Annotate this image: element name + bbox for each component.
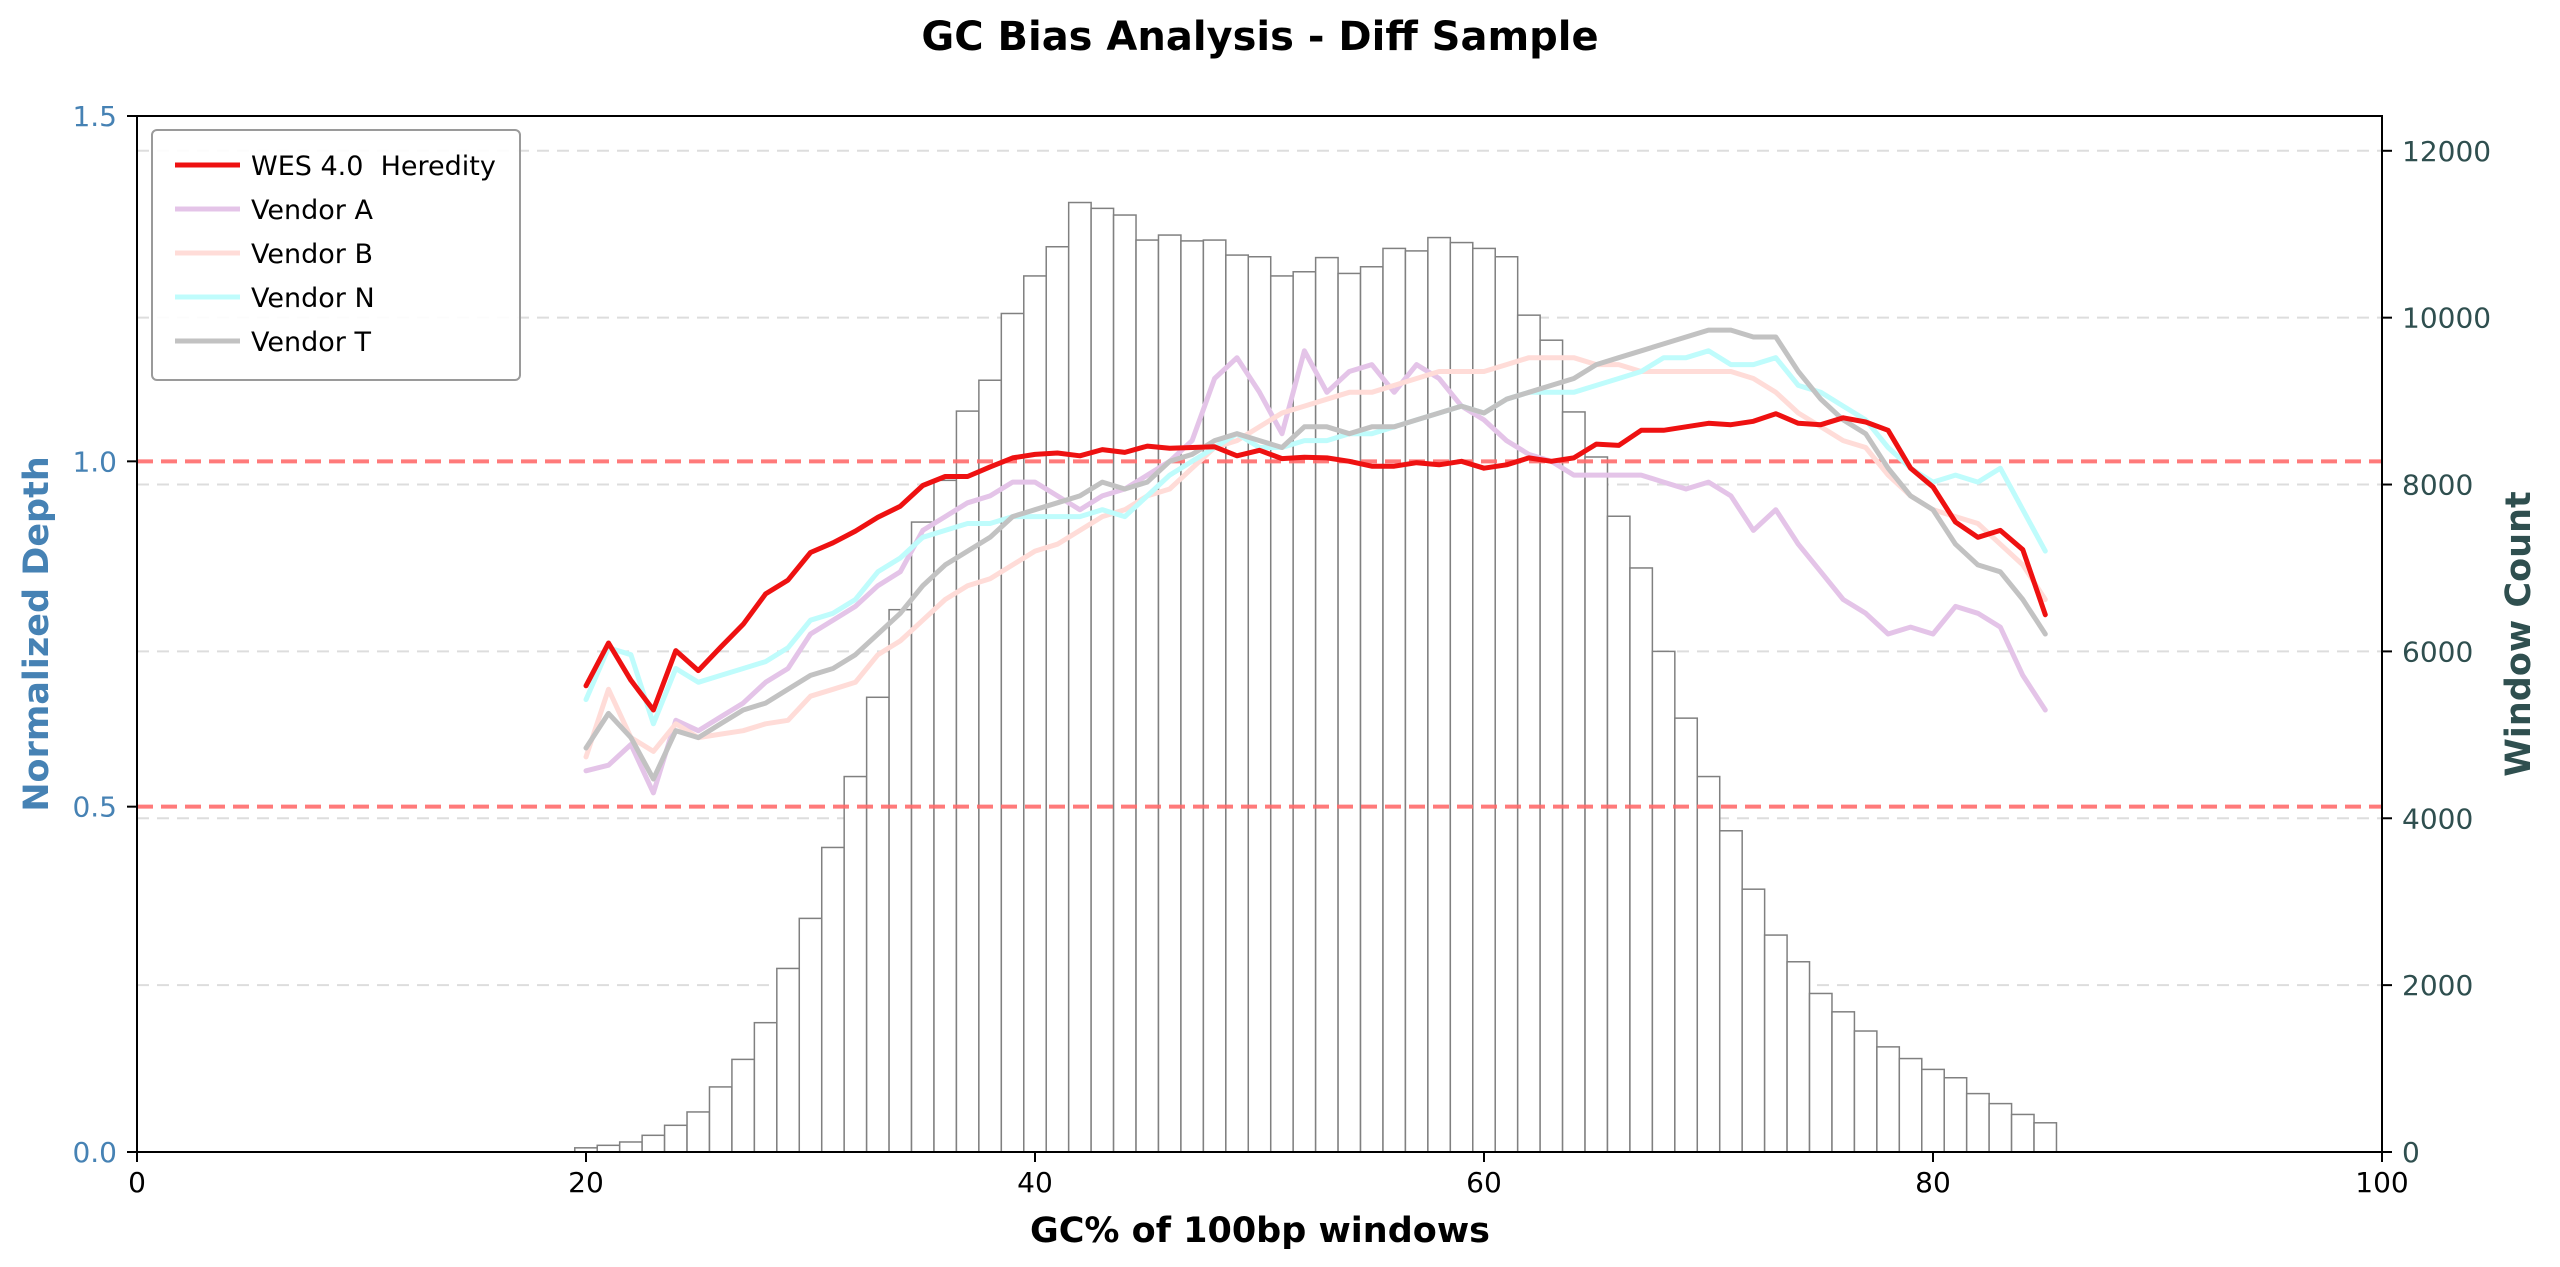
histogram-bar xyxy=(663,1124,688,1153)
reference-lines xyxy=(137,459,2382,809)
histogram-bar xyxy=(1561,411,1586,1153)
left-tick-label: 1.0 xyxy=(72,445,117,478)
series-line xyxy=(583,327,2048,782)
legend-label: WES 4.0 Heredity xyxy=(251,151,496,182)
histogram-bar xyxy=(708,1086,733,1153)
histogram-bar xyxy=(1584,456,1609,1153)
histogram-bar xyxy=(865,696,890,1153)
histogram-bar xyxy=(1404,250,1429,1153)
histogram-bar xyxy=(1000,312,1025,1153)
legend-label: Vendor A xyxy=(251,195,373,226)
histogram-bar xyxy=(641,1134,666,1153)
series-line xyxy=(583,355,2048,760)
histogram-bar xyxy=(1763,934,1788,1153)
plot-frame xyxy=(136,115,2383,1153)
histogram-bar xyxy=(596,1144,621,1153)
histogram-bar xyxy=(1674,717,1699,1153)
histogram-bar xyxy=(1472,247,1496,1153)
histogram-bar xyxy=(753,1021,778,1153)
histogram-bar xyxy=(1023,275,1047,1153)
right-tick-label: 10000 xyxy=(2402,302,2491,335)
left-tick-label: 0.5 xyxy=(72,791,117,824)
right-tick-label: 2000 xyxy=(2402,969,2473,1002)
left-tick-label: 1.5 xyxy=(72,100,117,133)
histogram-bar xyxy=(1921,1068,1945,1153)
x-tick-label: 20 xyxy=(568,1166,604,1199)
histogram-bar xyxy=(1045,245,1070,1153)
right-tick-label: 12000 xyxy=(2402,135,2491,168)
right-tick-label: 6000 xyxy=(2402,635,2473,668)
right-axis-label: Window Count xyxy=(2499,491,2539,776)
histogram-bar xyxy=(1786,961,1811,1153)
histogram-bar xyxy=(1853,1030,1878,1153)
histogram-bar xyxy=(1741,888,1766,1153)
x-tick-label: 0 xyxy=(128,1166,146,1199)
right-tick-label: 0 xyxy=(2402,1136,2420,1169)
left-axis-ticks: 0.0 0.5 1.0 1.5 xyxy=(72,100,137,1169)
histogram-bar xyxy=(618,1141,643,1153)
histogram-bar xyxy=(1696,775,1721,1153)
histogram-bar xyxy=(1876,1046,1901,1153)
histogram-bar xyxy=(798,917,823,1153)
histogram-bar xyxy=(1898,1057,1923,1153)
left-tick-label: 0.0 xyxy=(72,1136,117,1169)
histogram-bar xyxy=(910,521,935,1153)
legend-label: Vendor T xyxy=(251,327,371,358)
x-tick-label: 80 xyxy=(1915,1166,1951,1199)
x-tick-label: 60 xyxy=(1466,1166,1502,1199)
x-tick-label: 100 xyxy=(2355,1166,2408,1199)
right-axis-ticks: 0 2000 4000 6000 8000 10000 12000 xyxy=(2382,135,2491,1169)
histogram-bar xyxy=(1943,1076,1968,1153)
right-tick-label: 8000 xyxy=(2402,469,2473,502)
histogram-bar xyxy=(686,1111,711,1153)
x-axis-ticks: 0 20 40 60 80 100 xyxy=(128,1152,2409,1199)
histogram-bar xyxy=(1067,201,1092,1153)
histogram-bar xyxy=(820,846,845,1153)
histogram-bar xyxy=(1135,239,1160,1153)
histogram-bar xyxy=(2010,1113,2035,1153)
histogram-bar xyxy=(776,967,801,1153)
histogram-bar xyxy=(1965,1092,1990,1153)
histogram-bar xyxy=(1651,650,1676,1153)
histogram-bar xyxy=(1516,314,1541,1153)
histogram-bar xyxy=(1831,1011,1856,1153)
histogram-bar xyxy=(1449,241,1474,1153)
histogram-bar xyxy=(1157,234,1182,1153)
legend-box xyxy=(151,129,521,381)
histogram-bar xyxy=(1606,515,1631,1153)
histogram-bar xyxy=(1494,256,1519,1153)
x-axis-label: GC% of 100bp windows xyxy=(1030,1211,1490,1251)
series-line xyxy=(583,348,2048,796)
histogram-bar xyxy=(1337,272,1362,1153)
histogram-bar xyxy=(1718,830,1743,1153)
histogram-bar xyxy=(1808,992,1833,1153)
histogram-bars xyxy=(574,201,2058,1153)
histogram-bar xyxy=(1988,1102,2013,1153)
right-tick-label: 4000 xyxy=(2402,802,2473,835)
histogram-bar xyxy=(1112,214,1137,1153)
legend: WES 4.0 Heredity Vendor A Vendor B Vendor N… xyxy=(151,129,521,381)
left-axis-label: Normalized Depth xyxy=(17,456,57,812)
histogram-bar xyxy=(1225,254,1250,1153)
series-line xyxy=(583,411,2048,713)
histogram-bar xyxy=(933,479,958,1153)
legend-label: Vendor B xyxy=(251,239,373,270)
series-line xyxy=(583,348,2048,727)
x-tick-label: 40 xyxy=(1017,1166,1053,1199)
histogram-bar xyxy=(1359,266,1384,1153)
legend-label: Vendor N xyxy=(251,283,375,314)
chart-title: GC Bias Analysis - Diff Sample xyxy=(921,14,1598,60)
series-lines xyxy=(583,327,2048,796)
histogram-bar xyxy=(1629,567,1654,1153)
histogram-bar xyxy=(2033,1122,2058,1153)
histogram-bar xyxy=(1090,207,1115,1153)
histogram-bar xyxy=(1180,240,1205,1153)
histogram-bar xyxy=(888,608,913,1153)
histogram-bar xyxy=(731,1058,756,1153)
histogram-bar xyxy=(843,775,868,1153)
